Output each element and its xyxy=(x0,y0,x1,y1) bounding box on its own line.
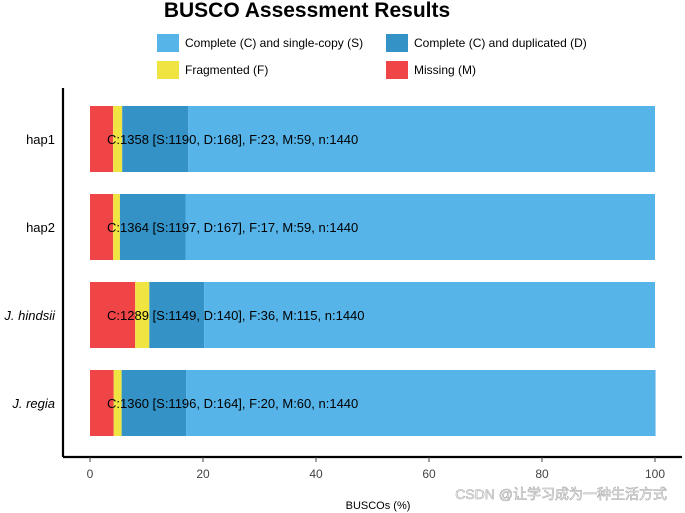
bar-label: C:1360 [S:1196, D:164], F:20, M:60, n:14… xyxy=(107,396,358,411)
bar-segment xyxy=(113,106,123,172)
bar-segment xyxy=(90,370,114,436)
legend-label: Complete (C) and single-copy (S) xyxy=(185,36,363,50)
bar-segment xyxy=(113,194,120,260)
bar-segment xyxy=(204,282,655,348)
bar-segment xyxy=(185,194,656,260)
bar-label: C:1358 [S:1190, D:168], F:23, M:59, n:14… xyxy=(107,132,358,147)
bar-segment xyxy=(188,106,655,172)
x-axis-title: BUSCOs (%) xyxy=(346,500,411,512)
category-label: J. regia xyxy=(11,396,55,411)
category-label: hap1 xyxy=(26,132,55,147)
bar-segment xyxy=(90,106,114,172)
chart-title: BUSCO Assessment Results xyxy=(164,0,450,22)
legend-label: Missing (M) xyxy=(414,63,476,77)
legend: Complete (C) and single-copy (S) Complete… xyxy=(157,34,587,79)
bar-segment xyxy=(135,282,150,348)
x-tick-label: 100 xyxy=(645,467,665,481)
legend-label: Fragmented (F) xyxy=(185,63,268,77)
legend-swatch xyxy=(386,34,408,52)
axes: 0 20 40 60 80 100 xyxy=(61,88,682,481)
bar-label: C:1289 [S:1149, D:140], F:36, M:115, n:1… xyxy=(107,308,365,323)
bar-segment xyxy=(90,194,114,260)
bar-segment xyxy=(149,282,205,348)
x-tick-label: 0 xyxy=(87,467,94,481)
bar-segment xyxy=(121,370,187,436)
bar-segment xyxy=(186,370,656,436)
category-label: J. hindsii xyxy=(3,308,56,323)
bar-segment xyxy=(119,194,186,260)
legend-swatch xyxy=(386,61,408,79)
bar-label: C:1364 [S:1197, D:167], F:17, M:59, n:14… xyxy=(107,220,358,235)
bar-segment xyxy=(90,282,136,348)
legend-swatch xyxy=(157,34,179,52)
bar-segment xyxy=(113,370,122,436)
watermark: CSDN @让学习成为一种生活方式 xyxy=(455,486,667,502)
x-tick-label: 40 xyxy=(309,467,323,481)
bar-segment xyxy=(122,106,189,172)
legend-label: Complete (C) and duplicated (D) xyxy=(414,36,587,50)
x-tick-label: 80 xyxy=(535,467,549,481)
legend-swatch xyxy=(157,61,179,79)
bars: C:1358 [S:1190, D:168], F:23, M:59, n:14… xyxy=(3,106,656,436)
x-tick-label: 60 xyxy=(422,467,436,481)
x-tick-label: 20 xyxy=(196,467,210,481)
category-label: hap2 xyxy=(26,220,55,235)
